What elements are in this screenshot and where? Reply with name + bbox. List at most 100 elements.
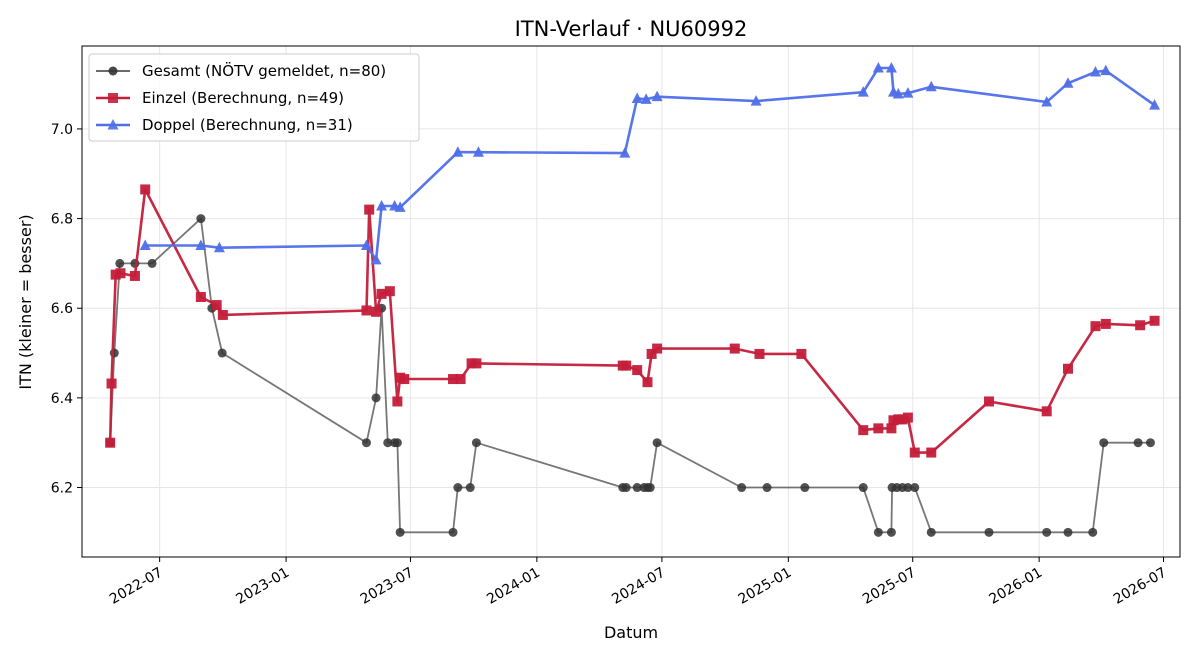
data-point-gesamt <box>926 527 936 537</box>
data-point-einzel <box>983 396 994 407</box>
data-point-einzel <box>858 425 869 436</box>
data-point-gesamt <box>1063 527 1073 537</box>
data-point-einzel <box>796 348 807 359</box>
data-point-doppel <box>925 80 937 92</box>
data-point-gesamt <box>858 483 868 493</box>
data-point-gesamt <box>217 348 227 358</box>
data-point-einzel <box>642 377 653 388</box>
data-point-einzel <box>140 184 151 195</box>
data-point-doppel <box>1062 77 1074 88</box>
data-point-doppel <box>370 253 382 265</box>
series-gesamt <box>105 214 1155 537</box>
y-tick-label: 6.4 <box>51 391 73 407</box>
data-point-einzel <box>1100 318 1111 329</box>
data-point-doppel <box>619 147 631 158</box>
data-point-gesamt <box>762 483 772 493</box>
data-point-doppel <box>885 61 897 73</box>
data-point-gesamt <box>392 438 402 448</box>
data-point-einzel <box>902 412 913 423</box>
data-point-doppel <box>472 146 484 157</box>
data-point-einzel <box>217 309 228 320</box>
series-layer <box>105 61 1161 537</box>
y-tick-label: 6.2 <box>51 481 73 497</box>
data-point-einzel <box>652 343 663 354</box>
data-point-einzel <box>909 447 920 458</box>
data-point-gesamt <box>453 483 463 493</box>
data-point-gesamt <box>873 527 883 537</box>
data-point-einzel <box>376 288 387 299</box>
data-point-einzel <box>729 343 740 354</box>
data-point-doppel <box>902 87 914 98</box>
data-point-gesamt <box>984 527 994 537</box>
data-point-doppel <box>1100 64 1112 76</box>
chart-title: ITN-Verlauf · NU60992 <box>515 17 748 41</box>
series-einzel <box>105 184 1160 458</box>
data-point-gesamt <box>361 438 371 448</box>
data-point-einzel <box>873 423 884 434</box>
data-point-gesamt <box>109 348 119 358</box>
data-point-einzel <box>115 268 126 279</box>
data-point-gesamt <box>448 527 458 537</box>
data-point-gesamt <box>903 483 913 493</box>
data-point-einzel <box>211 300 222 311</box>
legend-marker-gesamt <box>108 66 118 76</box>
data-point-einzel <box>621 360 632 371</box>
legend-label-gesamt: Gesamt (NÖTV gemeldet, n=80) <box>142 61 386 80</box>
data-point-einzel <box>1090 321 1101 332</box>
data-point-doppel <box>631 92 643 103</box>
data-point-gesamt <box>632 483 642 493</box>
data-point-doppel <box>139 239 151 250</box>
data-point-einzel <box>384 286 395 297</box>
data-point-einzel <box>455 374 466 385</box>
data-point-gesamt <box>800 483 810 493</box>
data-point-doppel <box>452 146 464 157</box>
data-point-gesamt <box>395 527 405 537</box>
data-point-einzel <box>448 374 459 385</box>
data-point-gesamt <box>1145 438 1155 448</box>
data-point-einzel <box>361 305 372 316</box>
data-point-gesamt <box>1099 438 1109 448</box>
data-point-einzel <box>754 348 765 359</box>
data-point-doppel <box>651 90 663 102</box>
data-point-einzel <box>646 348 657 359</box>
data-point-gesamt <box>1042 527 1052 537</box>
data-point-doppel <box>1149 99 1161 110</box>
plot-area-frame <box>81 45 1181 558</box>
legend-box <box>88 53 420 142</box>
data-point-gesamt <box>886 527 896 537</box>
data-point-einzel <box>1063 363 1074 374</box>
y-tick-label: 6.6 <box>51 301 73 317</box>
data-point-einzel <box>1135 320 1146 331</box>
data-point-einzel <box>399 374 410 385</box>
y-axis-label: ITN (kleiner = besser) <box>16 214 35 389</box>
data-point-gesamt <box>737 483 747 493</box>
legend: Gesamt (NÖTV gemeldet, n=80) Einzel (Bere… <box>88 53 420 142</box>
data-point-gesamt <box>471 438 481 448</box>
legend-marker-doppel <box>107 119 119 130</box>
data-point-gesamt <box>1088 527 1098 537</box>
data-point-einzel <box>897 414 908 425</box>
data-point-gesamt <box>621 483 631 493</box>
data-point-doppel <box>892 87 904 99</box>
data-point-doppel <box>872 61 884 73</box>
data-point-gesamt <box>115 258 125 268</box>
series-doppel <box>139 61 1161 265</box>
y-tick-label: 7.0 <box>51 122 73 138</box>
data-point-einzel <box>364 204 375 215</box>
data-point-gesamt <box>910 483 920 493</box>
data-point-doppel <box>376 200 388 211</box>
data-point-einzel <box>371 306 382 317</box>
data-point-doppel <box>640 93 652 104</box>
data-point-gesamt <box>1133 438 1143 448</box>
data-point-einzel <box>1041 406 1052 417</box>
data-point-einzel <box>392 396 403 407</box>
data-point-doppel <box>394 201 406 212</box>
x-axis-label: Datum <box>604 623 658 642</box>
data-point-doppel <box>1041 96 1053 107</box>
data-point-gesamt <box>147 258 157 268</box>
data-point-einzel <box>106 378 117 389</box>
data-point-gesamt <box>196 214 206 224</box>
data-point-einzel <box>632 365 643 376</box>
